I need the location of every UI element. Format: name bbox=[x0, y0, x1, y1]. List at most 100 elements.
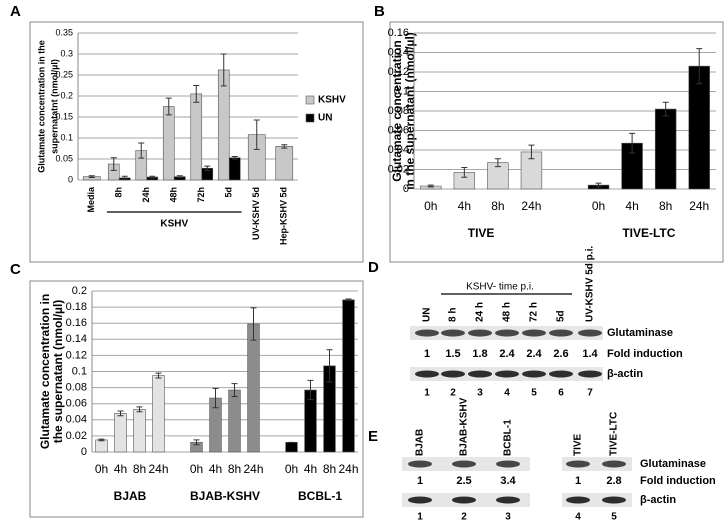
error-bar bbox=[193, 439, 200, 446]
error-bar bbox=[307, 379, 314, 401]
panel-letter: E bbox=[368, 428, 378, 445]
band bbox=[441, 370, 465, 378]
lane-label: 24 h bbox=[475, 302, 486, 322]
band bbox=[496, 496, 520, 504]
x-tick-label: 24h bbox=[141, 187, 151, 203]
error-bar bbox=[121, 175, 128, 181]
error-bar bbox=[138, 142, 145, 159]
bar bbox=[114, 413, 127, 453]
y-tick-label: 0.15 bbox=[55, 111, 73, 121]
fold-value: 2.4 bbox=[499, 348, 515, 360]
lane-number: 3 bbox=[477, 388, 483, 399]
legend-label: KSHV bbox=[318, 95, 346, 106]
band bbox=[495, 329, 519, 337]
band bbox=[602, 496, 626, 504]
fold-value: 1 bbox=[575, 475, 581, 487]
y-tick-label: 0.06 bbox=[66, 398, 87, 410]
x-tick-label: 8h bbox=[228, 462, 241, 476]
y-tick-label: 0.2 bbox=[72, 285, 87, 297]
bar bbox=[217, 69, 230, 181]
y-tick-label: 0.1 bbox=[72, 365, 87, 377]
bar bbox=[654, 108, 677, 190]
x-tick-label: UV-KSHV 5d bbox=[251, 187, 261, 240]
x-tick-label: 4h bbox=[209, 462, 222, 476]
x-tick-label: 4h bbox=[458, 199, 471, 213]
x-tick-label: 8h bbox=[323, 462, 336, 476]
x-tick-label: 8h bbox=[114, 187, 124, 198]
error-bar bbox=[427, 184, 434, 188]
panel-frame bbox=[29, 21, 364, 263]
y-tick-label: 0 bbox=[81, 446, 87, 458]
error-bar bbox=[212, 387, 219, 409]
row-label: Fold induction bbox=[607, 348, 683, 360]
y-tick-label: 0.1 bbox=[60, 132, 73, 142]
lane-number: 7 bbox=[587, 388, 593, 399]
y-tick-label: 0.25 bbox=[55, 69, 73, 79]
lane-number: 2 bbox=[450, 388, 456, 399]
x-tick-label: 8h bbox=[491, 199, 504, 213]
x-tick-label: 4h bbox=[625, 199, 638, 213]
band bbox=[602, 460, 626, 468]
y-tick-label: 0.14 bbox=[66, 333, 87, 345]
band bbox=[441, 329, 465, 337]
error-bar bbox=[595, 182, 602, 188]
lane-number: 4 bbox=[504, 388, 510, 399]
bar bbox=[152, 375, 165, 453]
group-label: BJAB bbox=[114, 489, 147, 503]
x-tick-label: 24h bbox=[521, 199, 541, 213]
fold-value: 3.4 bbox=[500, 475, 516, 487]
error-bar bbox=[110, 157, 117, 171]
legend-swatch bbox=[305, 95, 315, 105]
bar bbox=[285, 442, 298, 453]
error-bar bbox=[326, 349, 333, 383]
row-label: Fold induction bbox=[640, 475, 716, 487]
fold-value: 1 bbox=[424, 348, 430, 360]
y-axis-label: Glutamate concentration in the bbox=[36, 40, 46, 173]
y-tick-label: 0.12 bbox=[66, 349, 87, 361]
x-tick-label: Hep-KSHV 5d bbox=[279, 187, 289, 245]
y-tick-label: 0.02 bbox=[388, 163, 409, 175]
error-bar bbox=[345, 298, 352, 302]
panel-letter: C bbox=[10, 261, 21, 278]
row-label: Glutaminase bbox=[607, 327, 673, 339]
lane-number: 5 bbox=[531, 388, 537, 399]
y-tick-label: 0.35 bbox=[55, 27, 73, 37]
y-tick-label: 0.3 bbox=[60, 48, 73, 58]
band bbox=[468, 329, 492, 337]
x-tick-label: 0h bbox=[95, 462, 108, 476]
panel-frame bbox=[29, 280, 364, 518]
panel-letter: B bbox=[374, 3, 385, 20]
group-label: KSHV bbox=[160, 219, 188, 230]
band bbox=[408, 496, 432, 504]
y-tick-label: 0.14 bbox=[388, 46, 409, 58]
error-bar bbox=[461, 167, 468, 178]
band bbox=[415, 329, 439, 337]
y-tick-label: 0.04 bbox=[66, 414, 87, 426]
y-tick-label: 0 bbox=[68, 174, 73, 184]
group-label: BJAB-KSHV bbox=[190, 489, 260, 503]
error-bar bbox=[250, 307, 257, 341]
y-tick-label: 0.08 bbox=[66, 382, 87, 394]
y-tick-label: 0.16 bbox=[66, 317, 87, 329]
bar bbox=[247, 323, 260, 453]
lane-label: BCBL-1 bbox=[503, 419, 514, 456]
error-bar bbox=[253, 119, 260, 150]
y-tick-label: 0.2 bbox=[60, 90, 73, 100]
x-tick-label: 24h bbox=[148, 462, 168, 476]
x-tick-label: 0h bbox=[190, 462, 203, 476]
error-bar bbox=[231, 383, 238, 397]
error-bar bbox=[98, 438, 105, 442]
y-axis-label: supernatatnt (nmol/µl) bbox=[49, 59, 59, 154]
legend-swatch bbox=[305, 113, 315, 123]
lane-number: 1 bbox=[417, 512, 423, 521]
fold-value: 2.5 bbox=[456, 475, 471, 487]
x-tick-label: 24h bbox=[243, 462, 263, 476]
x-tick-label: 72h bbox=[196, 187, 206, 203]
band bbox=[452, 460, 476, 468]
band bbox=[408, 460, 432, 468]
lane-number: 6 bbox=[558, 388, 564, 399]
lane-label: BJAB-KSHV bbox=[459, 397, 470, 456]
bar bbox=[228, 389, 241, 453]
row-label: β-actin bbox=[607, 368, 643, 380]
